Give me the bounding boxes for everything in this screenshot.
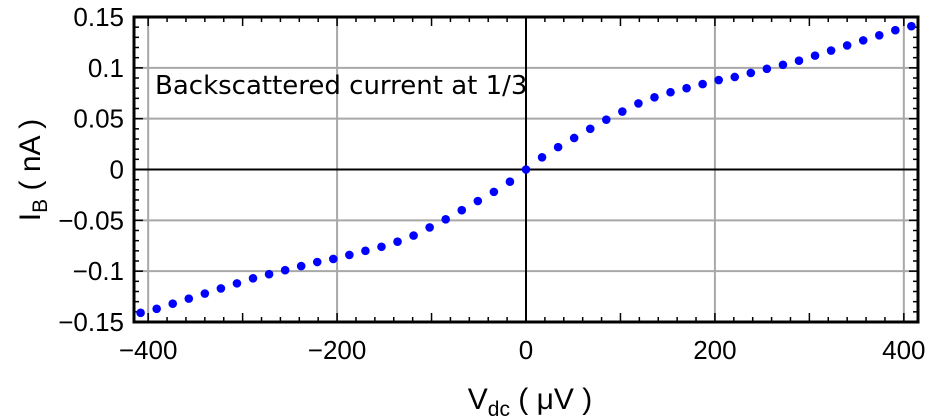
data-point (762, 64, 772, 74)
data-point (826, 46, 836, 55)
y-tick-label: 0.15 (73, 2, 124, 32)
data-point (248, 273, 258, 283)
data-point (650, 93, 659, 102)
data-point (473, 196, 483, 206)
data-point (634, 99, 643, 108)
data-point (891, 25, 900, 35)
data-point (393, 237, 402, 246)
y-tick-label: 0.1 (88, 53, 124, 83)
data-point (730, 72, 740, 82)
data-point (714, 75, 723, 85)
data-point (746, 68, 756, 78)
y-tick-label: 0.05 (73, 104, 124, 134)
annotation-text: Backscattered current at 1/3 (155, 71, 527, 101)
data-point (441, 215, 451, 224)
data-point (778, 60, 788, 70)
data-point (345, 250, 354, 260)
data-point (682, 83, 691, 93)
y-tick-label: −0.15 (58, 307, 124, 337)
data-point (794, 56, 804, 66)
data-point (361, 246, 370, 256)
y-tick-label: −0.1 (73, 256, 124, 286)
data-point (168, 299, 178, 309)
data-point (585, 124, 595, 134)
x-tick-label: 0 (519, 335, 533, 365)
data-point (280, 265, 290, 275)
data-point (601, 115, 611, 124)
data-point (810, 51, 820, 60)
y-tick-label: −0.05 (58, 205, 124, 235)
y-tick-label: 0 (110, 155, 124, 185)
data-point (842, 41, 852, 50)
x-tick-labels: −400 −200 0 200 400 (119, 335, 926, 365)
data-point (907, 21, 916, 31)
data-point (264, 269, 274, 279)
data-point (618, 107, 627, 116)
data-point (489, 187, 499, 197)
x-tick-label: −400 (119, 335, 178, 365)
data-point (537, 153, 547, 162)
x-tick-label: 400 (882, 335, 925, 365)
x-axis-label: Vdc ( μV ) (468, 383, 592, 419)
y-axis-label: IB ( nA ) (14, 119, 52, 221)
data-point (666, 87, 675, 97)
data-point (152, 304, 161, 314)
data-point (200, 289, 210, 298)
data-point (329, 254, 338, 264)
data-point (874, 31, 884, 40)
data-points (136, 21, 916, 318)
data-point (698, 79, 707, 89)
data-point (184, 294, 194, 303)
data-point (232, 279, 242, 288)
data-point (569, 133, 579, 143)
data-point (296, 261, 306, 271)
data-point (457, 205, 467, 215)
x-tick-label: −200 (308, 335, 367, 365)
data-point (858, 36, 868, 45)
data-point (216, 284, 226, 293)
data-point (136, 308, 145, 318)
plot-frame (132, 15, 920, 324)
data-point (409, 231, 418, 240)
data-point (521, 165, 531, 174)
y-tick-labels: 0.15 0.1 0.05 0 −0.05 −0.1 −0.15 (58, 2, 124, 337)
data-point (425, 223, 434, 232)
data-point (553, 142, 563, 152)
data-point (377, 242, 386, 252)
data-point (312, 257, 322, 267)
x-tick-label: 200 (693, 335, 736, 365)
data-point (505, 177, 515, 186)
